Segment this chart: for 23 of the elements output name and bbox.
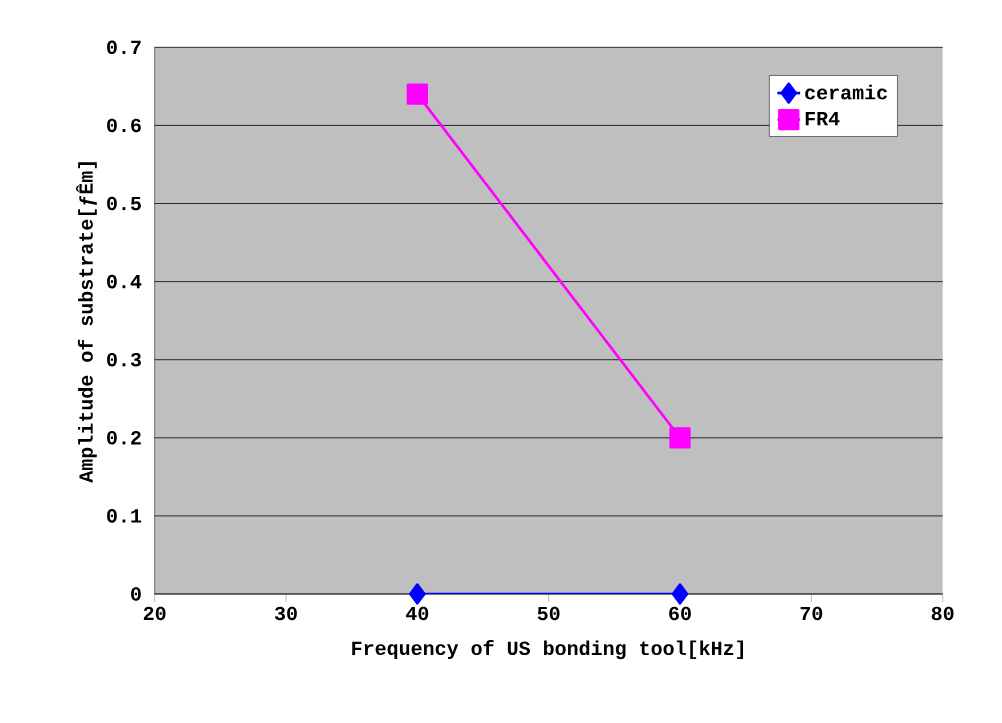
- point: [669, 427, 691, 449]
- y-tick-label: 0.2: [107, 431, 141, 445]
- point: [408, 583, 426, 605]
- legend-label: FR4: [805, 111, 840, 126]
- x-tick-label: 50: [537, 606, 560, 621]
- x-tick-label: 40: [406, 606, 429, 621]
- x-tick-label: 30: [274, 606, 297, 621]
- x-tick-label: 70: [800, 606, 823, 621]
- y-tick-label: 0.3: [107, 352, 141, 367]
- x-tick-label: 20: [143, 606, 166, 621]
- y-tick-label: 0.1: [107, 509, 142, 523]
- legend-label: ceramic: [805, 84, 887, 100]
- x-axis-title: Frequency of US bonding tool[kHz]: [352, 640, 743, 660]
- y-tick-label: 0: [131, 587, 141, 601]
- y-axis-title: Amplitude of substrate[ƒÊm]: [76, 162, 97, 483]
- x-tick-label: 80: [931, 606, 954, 621]
- point: [671, 583, 689, 605]
- point: [406, 83, 429, 105]
- y-tick-label: 0.6: [107, 118, 141, 133]
- y-tick-label: 0.7: [107, 40, 141, 55]
- y-tick-label: 0.4: [107, 274, 142, 289]
- y-tick-label: 0.5: [107, 196, 141, 211]
- x-tick-label: 60: [669, 606, 691, 621]
